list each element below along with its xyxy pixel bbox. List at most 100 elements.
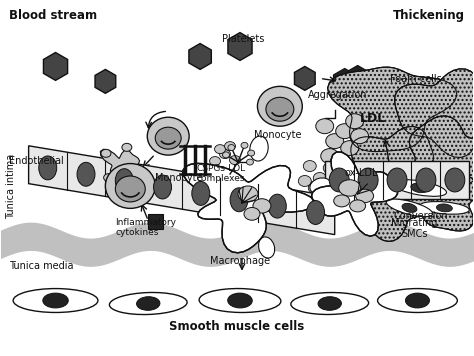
Ellipse shape (77, 162, 95, 186)
Polygon shape (44, 52, 68, 80)
Polygon shape (325, 161, 469, 199)
Text: Conversion: Conversion (393, 211, 448, 221)
Text: Inflammatory
cytokines: Inflammatory cytokines (115, 218, 176, 237)
Ellipse shape (43, 293, 68, 308)
Ellipse shape (244, 208, 260, 220)
Ellipse shape (331, 153, 349, 168)
Bar (148, 214, 163, 229)
Ellipse shape (356, 189, 374, 203)
Ellipse shape (318, 193, 331, 203)
Polygon shape (351, 126, 434, 201)
Polygon shape (333, 68, 356, 94)
Text: Aggregation: Aggregation (308, 90, 367, 100)
Text: ox-LDL: ox-LDL (345, 168, 378, 178)
Ellipse shape (307, 200, 325, 224)
Ellipse shape (115, 169, 133, 193)
Ellipse shape (258, 237, 274, 258)
Ellipse shape (257, 87, 302, 126)
Ellipse shape (378, 289, 457, 313)
Ellipse shape (298, 176, 311, 187)
Ellipse shape (308, 183, 321, 193)
Polygon shape (354, 103, 369, 121)
Ellipse shape (228, 293, 252, 308)
Polygon shape (363, 91, 380, 111)
Ellipse shape (155, 127, 181, 149)
Polygon shape (95, 69, 116, 93)
Text: Tunica media: Tunica media (9, 261, 73, 271)
Ellipse shape (109, 293, 187, 315)
Ellipse shape (405, 293, 429, 308)
Text: Monocyte: Monocyte (155, 173, 203, 183)
Ellipse shape (268, 194, 286, 218)
Text: CSPGs-LDL
complexes: CSPGs-LDL complexes (196, 164, 245, 183)
Ellipse shape (326, 134, 344, 148)
Ellipse shape (323, 163, 336, 173)
Ellipse shape (105, 163, 155, 208)
Ellipse shape (154, 175, 172, 199)
Ellipse shape (147, 117, 189, 155)
Polygon shape (352, 174, 432, 241)
Text: Thickening: Thickening (393, 9, 465, 22)
Ellipse shape (328, 180, 341, 192)
Polygon shape (328, 67, 457, 152)
Polygon shape (294, 67, 315, 90)
Ellipse shape (402, 203, 417, 213)
Ellipse shape (219, 150, 230, 158)
Ellipse shape (253, 199, 271, 213)
Text: Migrating
SMCs: Migrating SMCs (392, 218, 438, 240)
Ellipse shape (238, 186, 258, 202)
Ellipse shape (316, 119, 334, 134)
Ellipse shape (115, 176, 145, 202)
Ellipse shape (419, 201, 469, 214)
Polygon shape (394, 69, 474, 157)
Ellipse shape (392, 180, 447, 196)
Polygon shape (311, 152, 398, 236)
Text: Endothelial: Endothelial (9, 156, 64, 166)
Text: Macrophage: Macrophage (210, 256, 270, 266)
Ellipse shape (445, 168, 465, 192)
Polygon shape (349, 84, 370, 108)
Polygon shape (183, 163, 314, 253)
Ellipse shape (225, 142, 236, 151)
Ellipse shape (137, 297, 160, 310)
Ellipse shape (101, 149, 111, 157)
Ellipse shape (229, 156, 240, 164)
Ellipse shape (329, 168, 349, 192)
Ellipse shape (350, 200, 365, 212)
Text: Monocyte: Monocyte (254, 130, 301, 140)
Ellipse shape (13, 289, 98, 313)
Text: Blood stream: Blood stream (9, 9, 97, 22)
Polygon shape (365, 75, 384, 97)
Ellipse shape (246, 159, 254, 165)
Ellipse shape (223, 152, 229, 158)
Ellipse shape (346, 114, 364, 129)
Ellipse shape (303, 161, 316, 172)
Ellipse shape (39, 156, 57, 180)
Ellipse shape (199, 289, 281, 313)
Ellipse shape (122, 143, 132, 151)
Ellipse shape (266, 97, 294, 121)
Polygon shape (348, 66, 367, 87)
Ellipse shape (339, 180, 361, 196)
Polygon shape (28, 146, 335, 235)
Ellipse shape (310, 178, 331, 194)
Ellipse shape (291, 293, 369, 314)
Ellipse shape (387, 168, 407, 192)
Polygon shape (100, 149, 139, 186)
Text: LDL: LDL (360, 112, 386, 125)
Polygon shape (228, 32, 252, 61)
Ellipse shape (192, 182, 210, 205)
Ellipse shape (333, 190, 346, 201)
Polygon shape (409, 116, 474, 193)
Ellipse shape (411, 183, 428, 193)
Ellipse shape (313, 173, 326, 183)
Ellipse shape (318, 297, 341, 310)
Ellipse shape (386, 199, 433, 217)
Ellipse shape (334, 195, 350, 207)
Polygon shape (401, 173, 474, 231)
Ellipse shape (437, 204, 452, 212)
Ellipse shape (416, 168, 436, 192)
Ellipse shape (241, 142, 248, 148)
Polygon shape (189, 43, 211, 69)
Text: Smooth muscle cells: Smooth muscle cells (169, 320, 305, 333)
